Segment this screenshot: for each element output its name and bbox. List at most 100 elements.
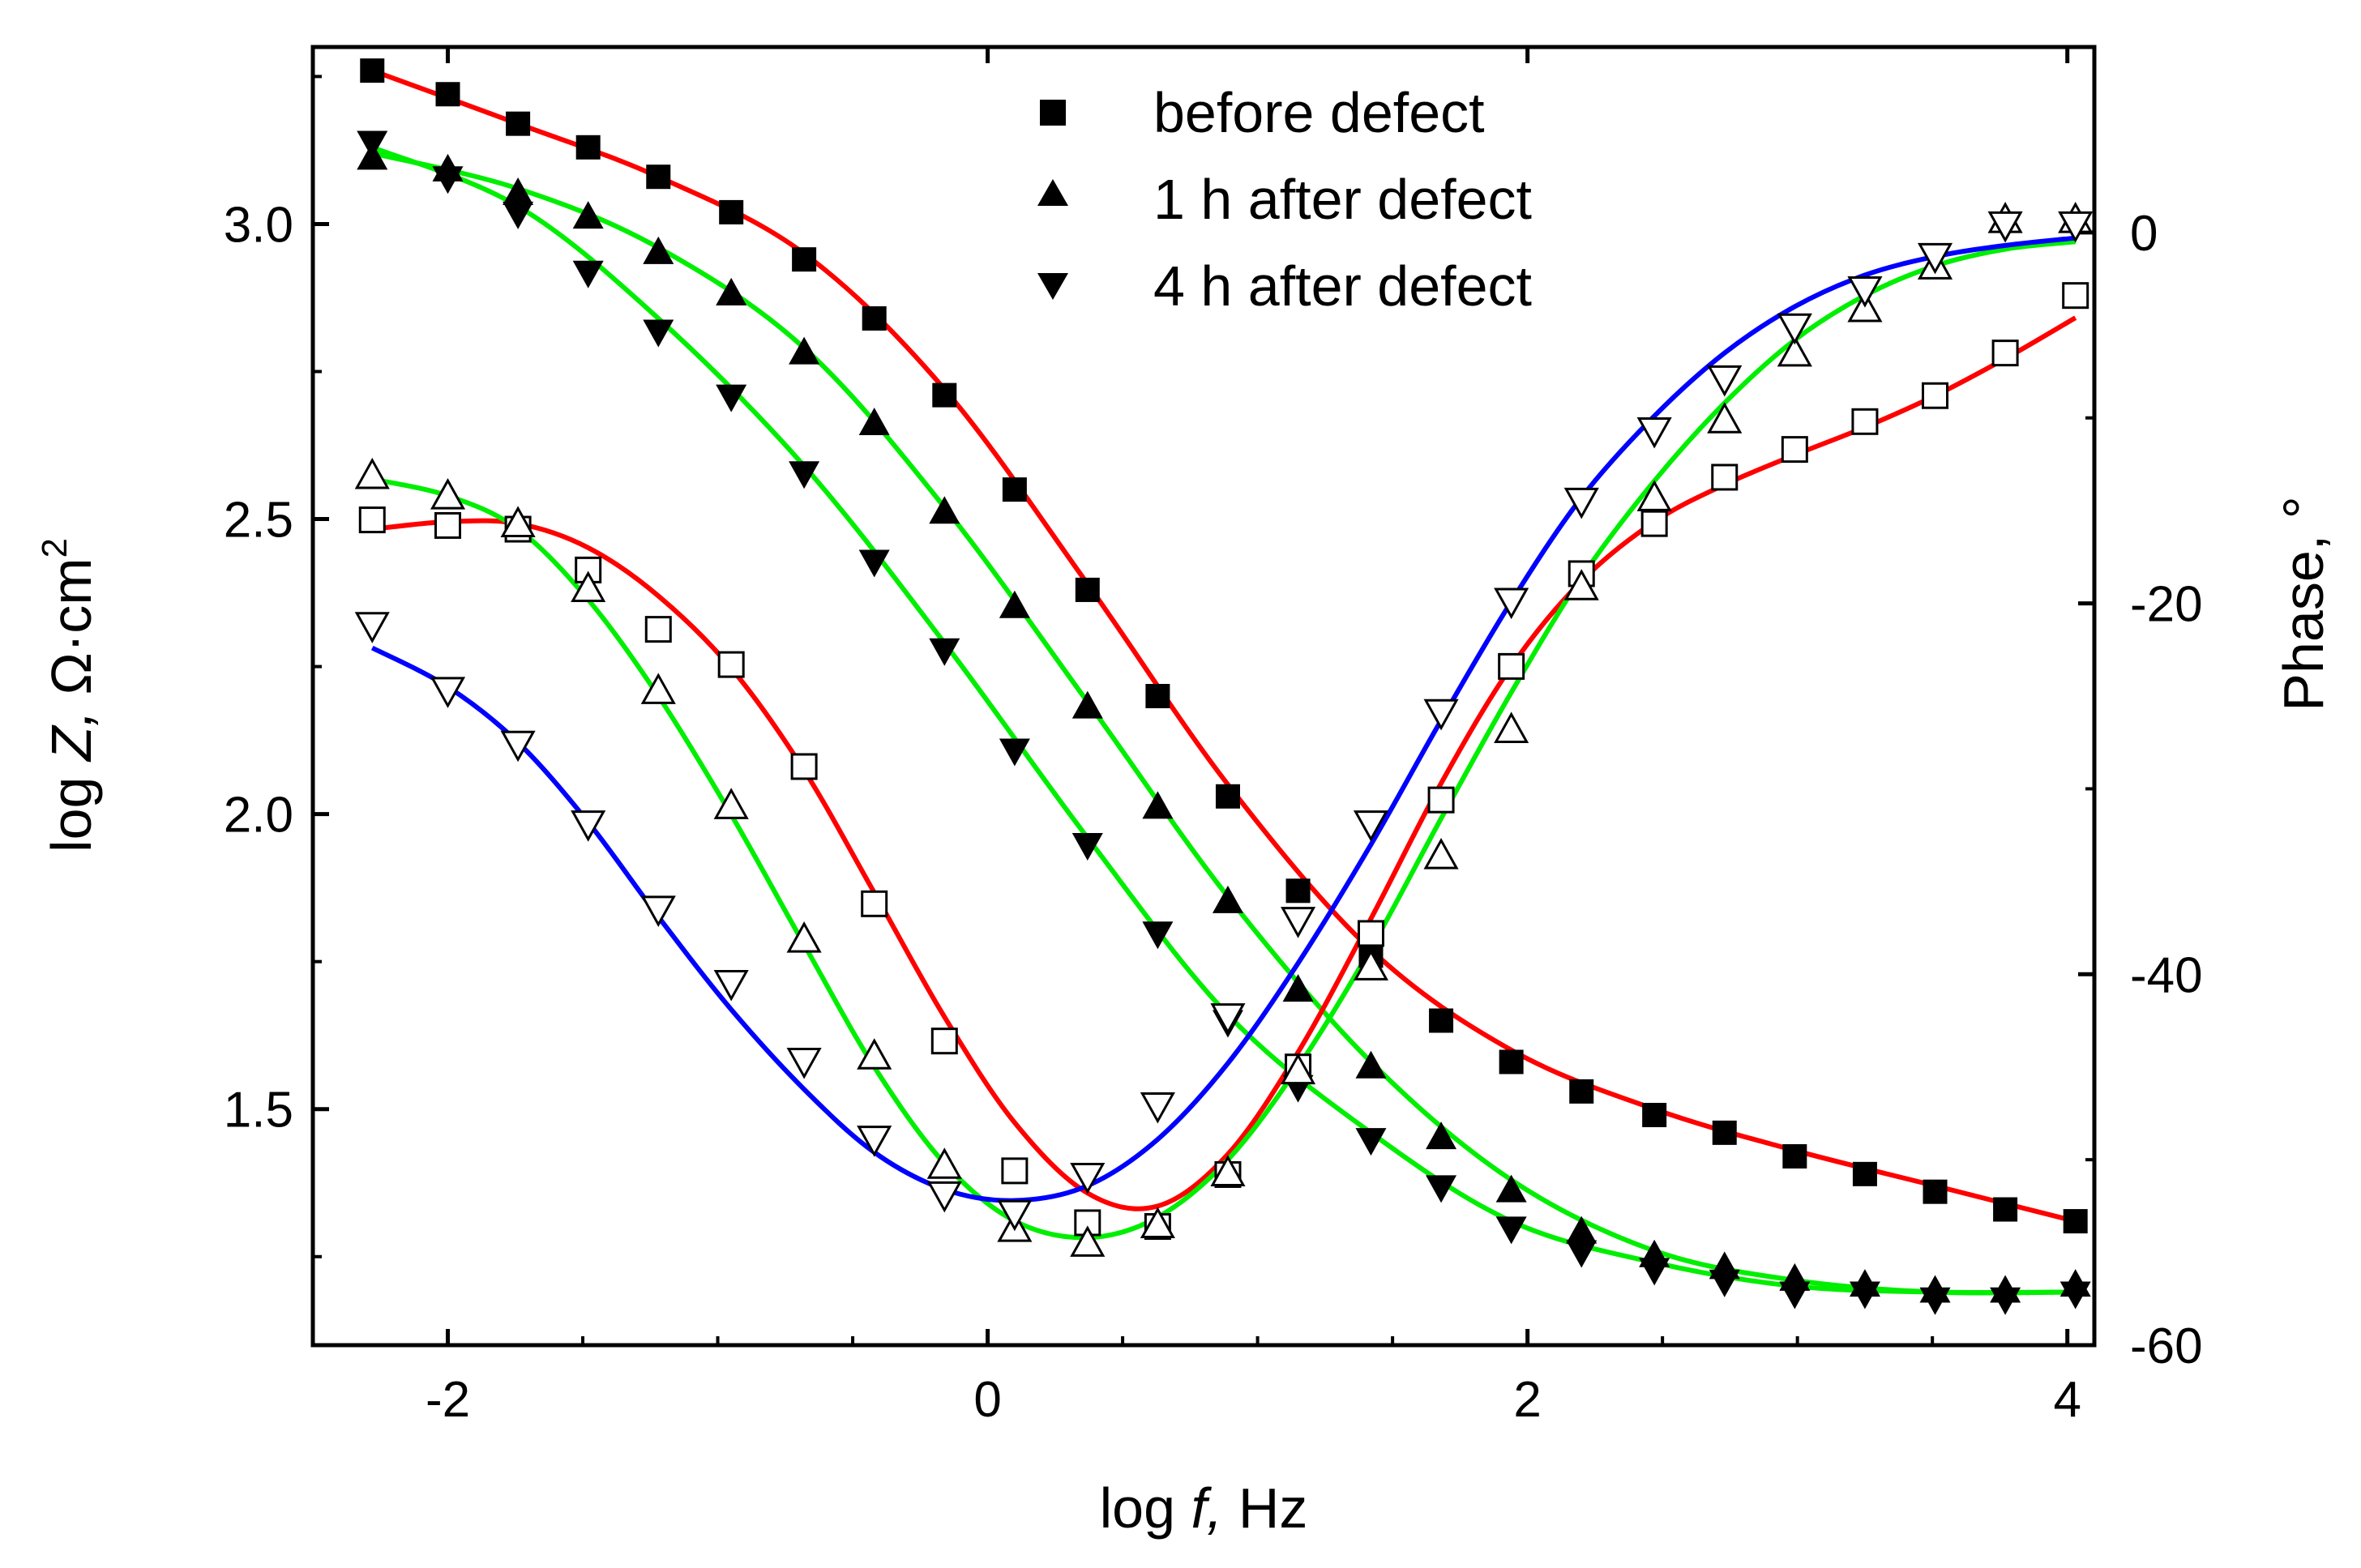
phase-point xyxy=(1711,464,1739,491)
logz-point xyxy=(1712,1120,1737,1145)
logz-point xyxy=(932,382,957,408)
logz-point xyxy=(862,305,887,331)
fit-line xyxy=(371,145,2076,1296)
logz-point xyxy=(1355,1128,1387,1156)
logz-point xyxy=(1993,1197,2018,1222)
phase-point xyxy=(1987,211,2023,243)
data-markers xyxy=(354,58,2094,1315)
fit-line xyxy=(370,235,2077,1203)
logz-point xyxy=(1990,1287,2021,1315)
phase-point xyxy=(354,612,390,643)
logz-point xyxy=(432,166,464,194)
right-tick-label: 0 xyxy=(2130,206,2158,262)
phase-point xyxy=(1001,1157,1029,1185)
x-tick-label: 2 xyxy=(1513,1372,1541,1428)
legend: before defect 1 h after defect 4 h after… xyxy=(1037,81,1532,318)
phase-point xyxy=(1917,242,1953,275)
phase-point xyxy=(1423,699,1459,731)
phase-point xyxy=(1070,1162,1106,1194)
phase-point xyxy=(500,506,536,537)
logz-point xyxy=(719,199,744,224)
phase-point xyxy=(1640,510,1668,537)
axis-ticks: -2 0 2 41.52.02.53.0-60-40-200 xyxy=(224,47,2203,1428)
logz-point xyxy=(2059,1281,2091,1310)
legend-label-1h-after-defect: 1 h after defect xyxy=(1153,168,1532,231)
phase-point xyxy=(354,457,390,489)
logz-point xyxy=(1075,577,1100,602)
phase-point xyxy=(358,506,386,534)
phase-point xyxy=(857,1038,892,1070)
logz-point xyxy=(1639,1258,1670,1286)
phase-point xyxy=(713,969,749,1002)
legend-label-before-defect: before defect xyxy=(1153,81,1485,144)
phase-point xyxy=(640,895,676,927)
legend-marker-4h-after-defect xyxy=(1037,273,1068,300)
fit-line xyxy=(372,315,2077,1211)
logz-point xyxy=(789,461,820,489)
logz-point xyxy=(435,82,460,107)
phase-point xyxy=(1777,313,1812,345)
logz-point xyxy=(1145,684,1170,708)
x-tick-label: -2 xyxy=(426,1372,470,1428)
phase-point xyxy=(857,1126,892,1157)
x-axis-title: log f, Hz xyxy=(1100,1476,1308,1540)
legend-label-4h-after-defect: 4 h after defect xyxy=(1153,254,1532,318)
logz-point xyxy=(357,130,388,159)
logz-point xyxy=(1709,1269,1740,1297)
phase-point xyxy=(861,890,888,917)
logz-point xyxy=(1282,974,1314,1002)
phase-point xyxy=(1281,907,1316,938)
phase-point xyxy=(1636,417,1672,449)
fit-line xyxy=(371,239,2077,1241)
legend-marker-before-defect xyxy=(1040,100,1066,126)
phase-point xyxy=(786,1048,822,1079)
phase-point xyxy=(1851,408,1879,435)
logz-point xyxy=(1212,885,1243,913)
phase-point xyxy=(1494,587,1529,620)
right-tick-label: -40 xyxy=(2130,947,2203,1003)
phase-point xyxy=(1563,569,1599,600)
logz-point xyxy=(716,277,747,305)
right-y-axis-title: Phase, ° xyxy=(2272,496,2335,711)
logz-point xyxy=(1142,791,1174,819)
phase-point xyxy=(1423,838,1459,869)
phase-point xyxy=(1357,920,1384,947)
logz-point xyxy=(1495,1174,1527,1203)
logz-point xyxy=(646,164,671,190)
logz-point xyxy=(1215,784,1240,809)
phase-point xyxy=(1070,1225,1106,1257)
logz-point xyxy=(506,111,531,136)
x-tick-label: 4 xyxy=(2053,1372,2081,1428)
logz-point xyxy=(572,201,604,229)
phase-point xyxy=(1707,365,1743,397)
logz-point xyxy=(360,58,385,83)
logz-point xyxy=(1426,1122,1457,1150)
logz-point xyxy=(929,496,960,524)
fit-line xyxy=(371,151,2076,1296)
phase-point xyxy=(2058,211,2094,243)
logz-point xyxy=(792,247,817,272)
phase-point xyxy=(1498,652,1525,680)
phase-point xyxy=(1781,436,1808,464)
left-tick-label: 2.0 xyxy=(224,788,293,844)
phase-point xyxy=(1847,276,1883,308)
logz-point xyxy=(1569,1079,1594,1104)
legend-marker-1h-after-defect xyxy=(1037,179,1068,206)
logz-point xyxy=(1782,1143,1807,1169)
right-tick-label: -60 xyxy=(2130,1318,2203,1374)
logz-point xyxy=(858,549,890,578)
logz-point xyxy=(2063,1209,2088,1234)
phase-point xyxy=(1210,1155,1246,1186)
logz-point xyxy=(503,177,534,206)
logz-point xyxy=(929,638,960,666)
logz-point xyxy=(1071,690,1103,719)
phase-point xyxy=(430,677,466,708)
logz-point xyxy=(716,384,747,412)
logz-point xyxy=(1495,1216,1527,1245)
logz-point xyxy=(643,319,674,348)
phase-point xyxy=(571,570,606,603)
logz-point xyxy=(999,590,1030,618)
logz-point xyxy=(503,201,534,229)
logz-point xyxy=(1429,1008,1454,1033)
